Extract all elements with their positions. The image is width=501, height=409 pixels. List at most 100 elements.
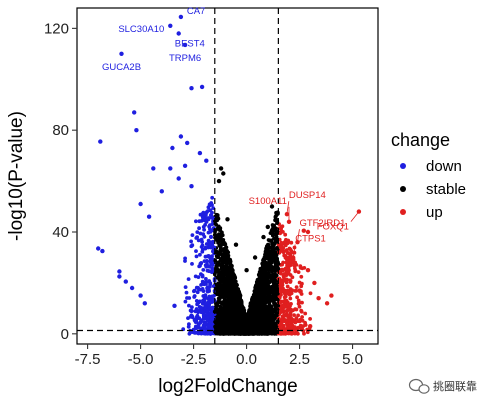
cloud-point <box>284 260 289 265</box>
cloud-point <box>186 277 191 281</box>
cloud-point <box>294 288 299 293</box>
cloud-point <box>259 289 264 294</box>
cloud-point <box>221 242 226 247</box>
cloud-point <box>308 317 312 321</box>
cloud-point <box>221 310 225 314</box>
point-down <box>182 163 188 168</box>
cloud-point <box>222 276 227 281</box>
cloud-point <box>263 273 267 278</box>
cloud-point <box>295 295 299 300</box>
cloud-point <box>261 320 266 325</box>
cloud-point <box>285 321 289 326</box>
cloud-point <box>218 319 222 324</box>
cloud-point <box>183 256 188 261</box>
cloud-point <box>206 209 210 213</box>
cloud-point <box>278 331 283 336</box>
cloud-point <box>261 279 266 283</box>
point-down <box>197 150 203 156</box>
watermark: 挑圈联靠 <box>408 378 477 394</box>
cloud-point <box>269 288 274 292</box>
cloud-point <box>211 249 215 254</box>
cloud-point <box>242 314 247 319</box>
cloud-point <box>214 249 219 254</box>
cloud-point <box>270 254 275 259</box>
cloud-point <box>214 324 219 329</box>
cloud-point <box>236 300 240 305</box>
x-tick-label: 0.0 <box>236 351 257 368</box>
cloud-point <box>284 268 289 272</box>
cloud-point <box>273 215 278 220</box>
cloud-point <box>270 250 275 254</box>
cloud-point <box>248 306 253 310</box>
cloud-point <box>278 245 283 250</box>
cloud-point <box>266 313 270 317</box>
cloud-point <box>220 295 224 299</box>
cloud-point <box>226 312 231 316</box>
cloud-point <box>205 319 210 323</box>
cloud-point <box>271 284 275 289</box>
point-down <box>202 316 207 321</box>
cloud-point <box>209 234 213 239</box>
cloud-point <box>272 236 276 241</box>
cloud-point <box>217 331 222 336</box>
cloud-point <box>283 232 288 237</box>
cloud-point <box>222 286 227 291</box>
cloud-point <box>267 321 272 326</box>
cloud-point <box>243 329 247 333</box>
cloud-point <box>255 297 259 301</box>
cloud-point <box>198 287 203 292</box>
cloud-point <box>203 293 208 297</box>
cloud-point <box>275 304 280 308</box>
cloud-point <box>273 269 278 273</box>
axes: -7.5 -5.0 -2.5 0.0 2.5 5.0 0 40 80 120 <box>44 20 363 368</box>
point-stable <box>248 301 253 306</box>
cloud-point <box>255 284 260 289</box>
cloud-point <box>212 272 217 277</box>
cloud-point <box>217 232 222 237</box>
cloud-point <box>206 330 211 335</box>
y-tick-label: 80 <box>52 122 69 139</box>
cloud-point <box>204 277 208 281</box>
cloud-point <box>268 295 272 300</box>
cloud-point <box>279 323 284 327</box>
cloud-point <box>275 319 280 324</box>
cloud-point <box>216 299 221 304</box>
cloud-point <box>303 311 308 316</box>
cloud-point <box>265 331 270 336</box>
cloud-point <box>266 271 270 276</box>
point-stable <box>252 255 258 260</box>
legend-key-stable <box>400 186 406 192</box>
legend-label-up: up <box>426 204 443 221</box>
cloud-point <box>289 320 294 324</box>
cloud-point <box>222 253 227 258</box>
cloud-point <box>211 206 216 211</box>
cloud-point <box>255 291 259 296</box>
cloud-point <box>203 302 208 306</box>
point-down <box>168 166 173 171</box>
point-down <box>100 248 105 254</box>
threshold-lines <box>77 8 378 344</box>
cloud-point <box>297 280 302 285</box>
cloud-point <box>205 287 210 291</box>
cloud-point <box>218 243 223 248</box>
point-down <box>98 139 103 144</box>
point-down <box>159 189 164 194</box>
cloud-point <box>204 212 208 217</box>
cloud-point <box>274 239 279 244</box>
cloud-point <box>186 324 191 329</box>
cloud-point <box>279 308 284 313</box>
cloud-point <box>227 323 232 328</box>
point-down <box>182 42 188 48</box>
cloud-point <box>293 266 297 271</box>
cloud-point <box>223 264 228 269</box>
cloud-point <box>297 288 302 293</box>
point-stable <box>269 204 275 209</box>
cloud-point <box>226 272 231 277</box>
cloud-point <box>293 320 298 325</box>
cloud-point <box>205 308 210 313</box>
point-down <box>189 86 194 91</box>
point-down <box>142 301 147 306</box>
point-down <box>117 269 122 274</box>
cloud-point <box>282 278 287 283</box>
cloud-point <box>280 303 285 308</box>
